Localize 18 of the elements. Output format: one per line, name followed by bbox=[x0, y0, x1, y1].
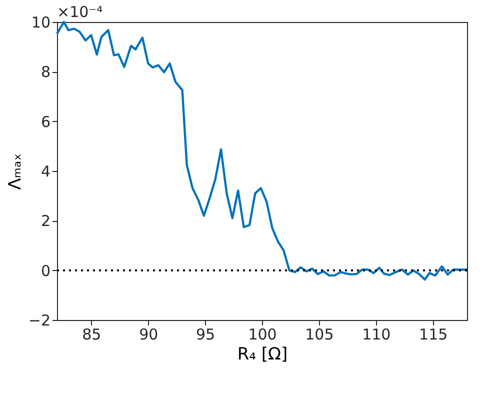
x-tick-label: 85 bbox=[82, 326, 102, 344]
y-tick-label: 8 bbox=[40, 63, 50, 82]
x-tick-label: 100 bbox=[248, 326, 277, 344]
line-series bbox=[56, 20, 468, 281]
x-tick-label: 95 bbox=[196, 326, 216, 344]
x-tick-label: 115 bbox=[419, 326, 448, 344]
y-tick-label: −2 bbox=[28, 312, 50, 330]
text: ×10⁻⁴ bbox=[57, 3, 103, 21]
x-axis-title: R₄ [Ω] bbox=[237, 344, 288, 364]
x-tick-label: 90 bbox=[139, 326, 158, 344]
y-tick-label: 2 bbox=[40, 212, 50, 230]
y-tick-label: 0 bbox=[40, 262, 50, 280]
y-tick-label: 6 bbox=[40, 112, 50, 131]
y-tick-label: 4 bbox=[40, 162, 50, 180]
y-tick-label: 10 bbox=[31, 14, 50, 32]
x-tick-label: 105 bbox=[305, 326, 334, 344]
x-tick-label: 110 bbox=[362, 326, 391, 344]
y-axis-title: Λₘₐₓ bbox=[5, 153, 26, 190]
